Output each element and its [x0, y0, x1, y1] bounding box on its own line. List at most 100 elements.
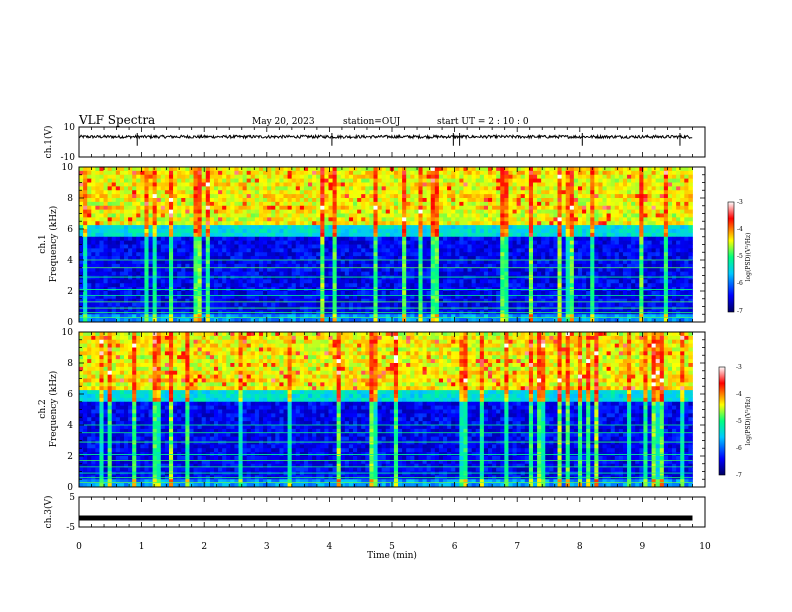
spectrogram-cell	[234, 186, 239, 191]
spectrogram-cell	[537, 229, 542, 234]
spectrogram-cell	[218, 275, 223, 280]
spectrogram-cell	[254, 236, 260, 242]
spectrogram-cell	[622, 232, 628, 238]
spectrogram-cell	[201, 279, 207, 284]
spectrogram-cell	[577, 174, 583, 180]
spectrogram-cell	[667, 213, 673, 218]
spectrogram-cell	[263, 209, 268, 214]
spectrogram-cell	[471, 178, 477, 183]
spectrogram-cell	[680, 186, 685, 191]
spectrogram-cell	[598, 174, 603, 180]
spectrogram-cell	[234, 229, 239, 234]
spectrogram-cell	[393, 194, 399, 199]
spectrogram-cell	[132, 275, 137, 280]
spectrogram-cell	[271, 240, 276, 245]
spectrogram-cell	[197, 271, 203, 276]
spectrogram-cell	[516, 275, 522, 280]
spectrogram-cell	[684, 190, 689, 195]
spectrogram-cell	[569, 283, 575, 288]
spectrogram-cell	[123, 240, 129, 245]
spectrogram-cell	[647, 244, 652, 249]
spectrogram-cell	[312, 198, 317, 203]
spectrogram-cell	[213, 267, 219, 273]
spectrogram-cell	[279, 186, 284, 191]
spectrogram-cell	[667, 190, 673, 195]
spectrogram-cell	[226, 291, 231, 296]
spectrogram-cell	[205, 260, 211, 265]
spectrogram-cell	[627, 201, 632, 207]
spectrogram-cell	[250, 186, 256, 191]
spectrogram-cell	[586, 201, 591, 207]
spectrogram-cell	[107, 267, 113, 273]
spectrogram-cell	[426, 221, 432, 226]
spectrogram-cell	[590, 275, 595, 280]
spectrogram-cell	[369, 240, 374, 245]
spectrogram-cell	[451, 279, 456, 284]
spectrogram-cell	[250, 236, 256, 242]
spectrogram-cell	[504, 182, 509, 187]
spectrogram-cell	[348, 182, 354, 187]
spectrogram-cell	[205, 170, 211, 176]
spectrogram-cell	[328, 248, 333, 253]
spectrogram-cell	[213, 279, 219, 284]
spectrogram-cell	[582, 244, 587, 249]
spectrogram-cell	[569, 225, 575, 230]
spectrogram-cell	[381, 174, 387, 180]
spectrogram-cell	[119, 201, 125, 207]
spectrogram-cell	[381, 186, 387, 191]
spectrogram-cell	[651, 271, 657, 276]
spectrogram-cell	[193, 190, 199, 195]
spectrogram-cell	[684, 217, 689, 222]
spectrogram-cell	[230, 291, 235, 296]
spectrogram-cell	[140, 194, 145, 199]
spectrogram-cell	[324, 174, 329, 180]
spectrogram-cell	[79, 252, 84, 257]
spectrogram-cell	[254, 252, 260, 257]
spectrogram-cell	[189, 252, 194, 257]
spectrogram-cell	[582, 209, 587, 214]
spectrogram-cell	[569, 252, 575, 257]
spectrogram-cell	[136, 252, 141, 257]
spectrogram-cell	[103, 198, 109, 203]
spectrogram-cell	[287, 236, 293, 242]
spectrogram-cell	[647, 232, 652, 238]
spectrogram-cell	[676, 229, 681, 234]
spectrogram-cell	[87, 279, 92, 284]
spectrogram-cell	[598, 263, 603, 269]
spectrogram-cell	[663, 182, 669, 187]
spectrogram-cell	[590, 260, 595, 265]
spectrogram-cell	[541, 283, 546, 288]
spectrogram-cell	[659, 229, 665, 234]
spectrogram-cell	[156, 167, 162, 172]
spectrogram-cell	[205, 271, 211, 276]
spectrogram-cell	[357, 217, 362, 222]
spectrogram-cell	[189, 263, 194, 269]
spectrogram-cell	[492, 170, 497, 176]
spectrogram-cell	[463, 252, 468, 257]
spectrogram-cell	[197, 232, 203, 238]
spectrogram-cell	[164, 232, 170, 238]
spectrogram-cell	[455, 209, 460, 214]
spectrogram-cell	[283, 271, 288, 276]
spectrogram-cell	[487, 256, 493, 261]
spectrogram-cell	[590, 236, 595, 242]
spectrogram-cell	[504, 201, 509, 207]
spectrogram-cell	[545, 232, 550, 238]
spectrogram-cell	[541, 190, 546, 195]
spectrogram-cell	[79, 198, 84, 203]
spectrogram-cell	[622, 205, 628, 211]
spectrogram-cell	[357, 186, 362, 191]
spectrogram-cell	[606, 271, 612, 276]
spectrogram-cell	[443, 283, 448, 288]
spectrogram-cell	[520, 221, 526, 226]
spectrogram-cell	[340, 167, 346, 172]
spectrogram-cell	[438, 170, 444, 176]
spectrogram-cell	[254, 182, 260, 187]
spectrogram-cell	[606, 170, 612, 176]
spectrogram-cell	[406, 198, 411, 203]
spectrogram-cell	[553, 232, 558, 238]
spectrogram-cell	[610, 229, 616, 234]
spectrogram-cell	[680, 194, 685, 199]
spectrogram-cell	[643, 232, 648, 238]
spectrogram-cell	[303, 209, 309, 214]
